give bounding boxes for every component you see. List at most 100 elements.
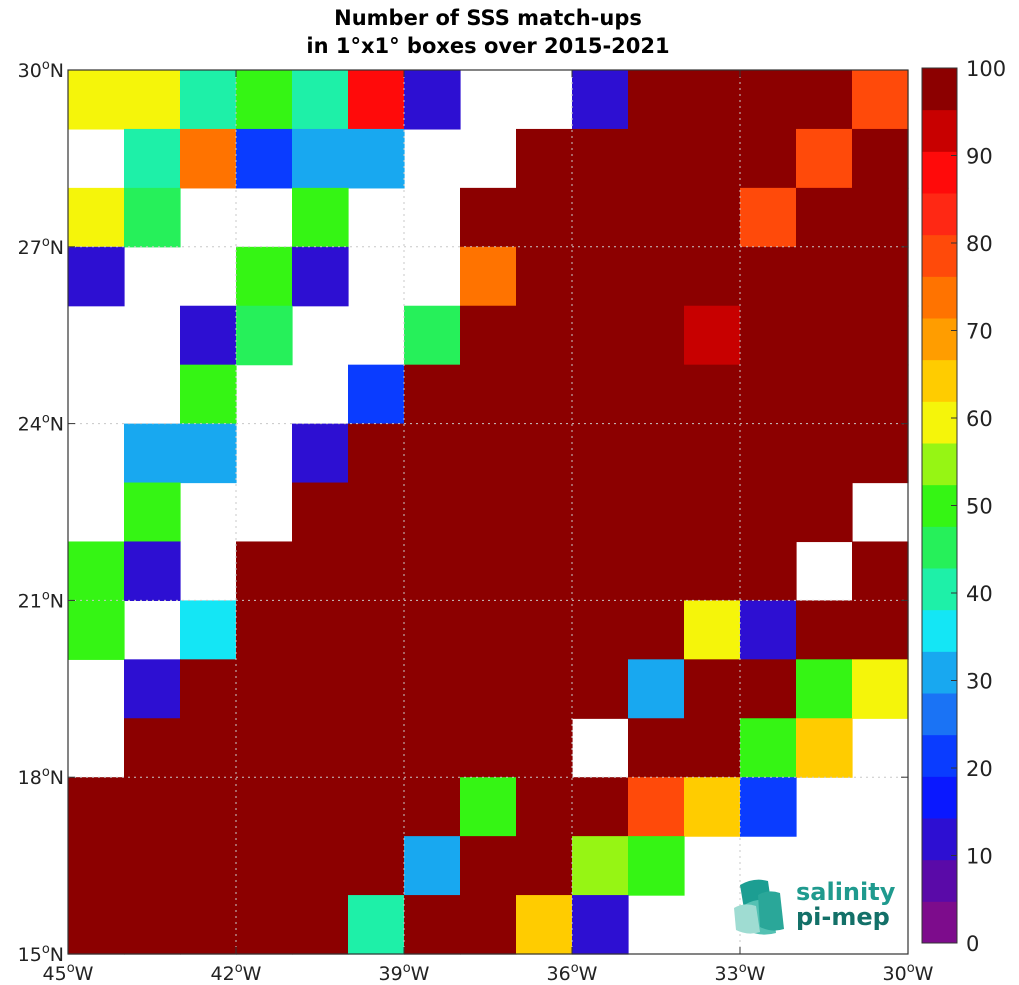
heatmap-cell [572,246,629,307]
heatmap-cell [684,659,741,719]
heatmap-cell [796,659,853,719]
heatmap-cell [740,70,797,130]
heatmap-cell [348,600,405,660]
colorbar-segment [922,776,957,819]
heatmap-cell [180,70,237,130]
colorbar-segment [922,401,957,444]
colorbar-segment [922,234,957,277]
heatmap-cell [404,423,461,484]
colorbar-segment [922,109,957,152]
colorbar-segment [922,901,957,944]
heatmap-cell [124,482,181,543]
y-tick-label: 18oN [18,765,64,789]
colorbar-segment [922,568,957,611]
heatmap-cell [236,70,293,130]
heatmap-cell [292,718,349,778]
heatmap-cell [236,718,293,778]
heatmap-cell [740,659,797,719]
heatmap-cell [740,423,797,484]
y-tick-label: 27oN [18,235,64,259]
heatmap-cell [684,777,741,837]
heatmap-cell [852,187,909,248]
heatmap-cell [740,128,797,189]
axis-ticks: 45oW 42oW 39oW 36oW 33oW 30oW 30oN 27oN 24oN 21oN… [18,58,934,985]
heatmap-cell [516,836,573,896]
colorbar-segment [922,193,957,236]
heatmap-cell [740,187,797,248]
heatmap-cell [68,895,125,955]
colorbar-segment [922,151,957,194]
colorbar-tick-label: 0 [966,932,979,956]
heatmap-cell [68,600,125,660]
x-tick-label: 33oW [715,961,766,985]
heatmap-cell [516,718,573,778]
heatmap-cell [796,482,853,543]
heatmap-cell [460,659,517,719]
heatmap-cell [404,895,461,955]
heatmap-cell [796,187,853,248]
heatmap-cell [292,659,349,719]
colorbar-tick-label: 40 [966,582,993,606]
heatmap-cell [404,718,461,778]
heatmap-cell [852,70,909,130]
heatmap-cell [348,70,405,130]
heatmap-cell [292,70,349,130]
y-tick-label: 30oN [18,58,64,82]
heatmap-cell [180,128,237,189]
heatmap-cell [180,423,237,484]
heatmap-cell [516,482,573,543]
heatmap-cell [180,718,237,778]
heatmap-cell [796,305,853,366]
heatmap-cell [852,128,909,189]
heatmap-cell [124,187,181,248]
heatmap-cell [852,246,909,307]
heatmap-cell [68,187,125,248]
heatmap-cell [404,482,461,543]
heatmap-cell [796,718,853,778]
x-tick-label: 30oW [883,961,934,985]
heatmap-cell [852,423,909,484]
heatmap-cell [236,659,293,719]
heatmap-cell [180,364,237,425]
heatmap-cell [684,541,741,601]
heatmap-cell [124,836,181,896]
x-tick-label: 39oW [379,961,430,985]
heatmap-cell [684,70,741,130]
heatmap-cell [348,364,405,425]
heatmap-cell [404,836,461,896]
colorbar-segment [922,318,957,361]
colorbar-tick-label: 10 [966,845,993,869]
heatmap-cell [404,659,461,719]
colorbar-segment [922,359,957,402]
heatmap-cell [628,364,685,425]
heatmap-cell [572,836,629,896]
heatmap-cell [684,364,741,425]
heatmap-cell [124,718,181,778]
heatmap-cell [292,128,349,189]
heatmap-cell [628,600,685,660]
y-tick-label: 21oN [18,588,64,612]
heatmap-cell [180,836,237,896]
heatmap-cell [124,777,181,837]
heatmap-cell [740,246,797,307]
colorbar-tick-label: 90 [966,145,993,169]
heatmap-cell [236,128,293,189]
heatmap-cell [292,777,349,837]
heatmap-cell [572,70,629,130]
heatmap-cell [740,600,797,660]
heatmap-cell [460,895,517,955]
heatmap-cell [460,187,517,248]
heatmap-cell [292,895,349,955]
heatmap-cell [572,600,629,660]
heatmap-cell [628,423,685,484]
heatmap-cell [516,895,573,955]
heatmap-cell [740,305,797,366]
heatmap-cell [460,423,517,484]
heatmap-cell [460,364,517,425]
heatmap-cell [628,305,685,366]
heatmap-cell [684,128,741,189]
heatmap-cell [572,541,629,601]
heatmap-cell [796,128,853,189]
colorbar-tick-label: 100 [966,57,1006,81]
heatmap-cell [684,423,741,484]
